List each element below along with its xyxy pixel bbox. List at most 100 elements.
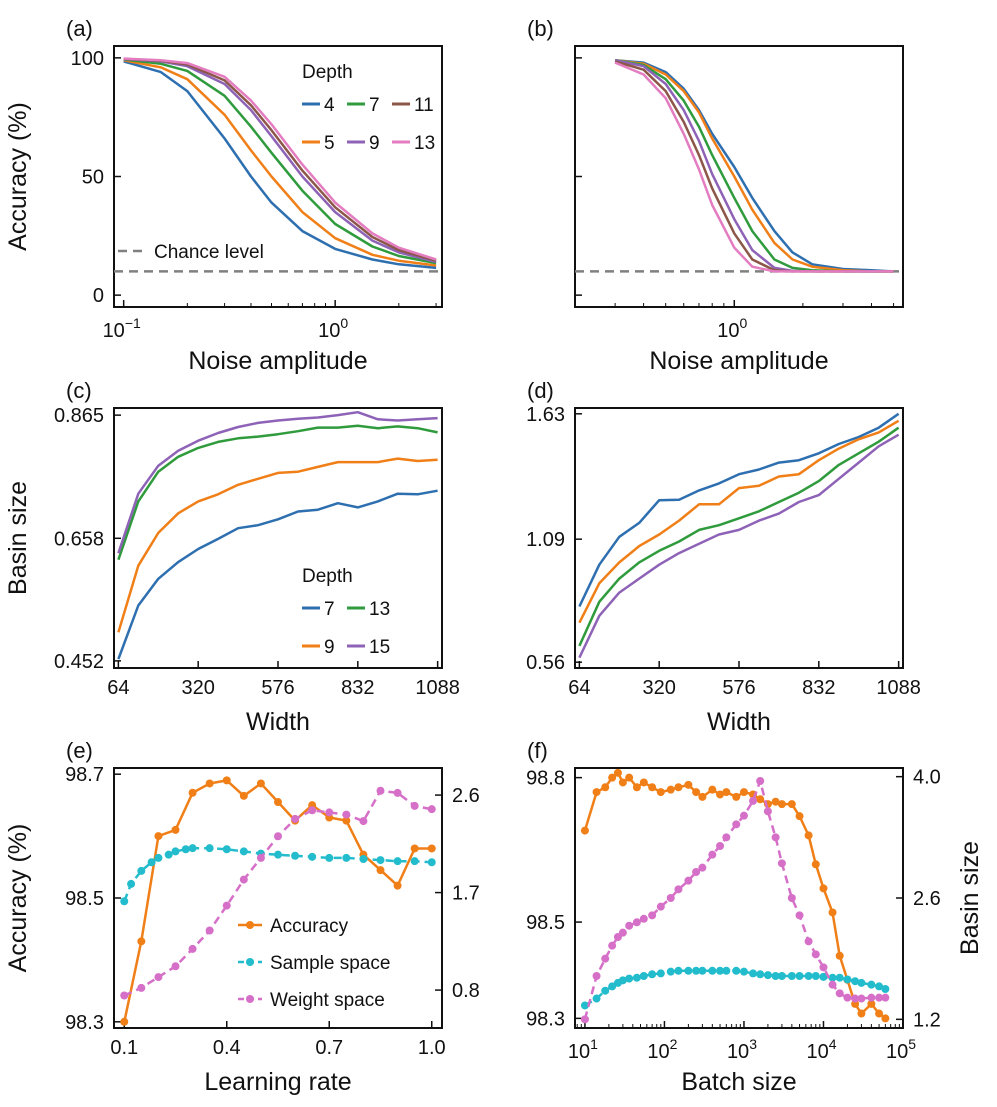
data-point	[625, 974, 634, 983]
data-point	[722, 966, 731, 975]
data-point	[618, 976, 627, 985]
data-point	[835, 973, 844, 982]
data-point	[325, 853, 334, 862]
y-tick-label: 1.09	[526, 529, 565, 551]
plot-frame	[113, 407, 443, 669]
legend-label: Accuracy	[270, 916, 349, 937]
x-tick-label: 576	[261, 677, 294, 699]
data-point	[256, 779, 265, 788]
x-axis-label: Noise amplitude	[649, 347, 828, 375]
y-axis-label: Accuracy (%)	[4, 824, 32, 973]
data-point	[601, 986, 610, 995]
data-point	[756, 777, 765, 785]
data-point	[756, 970, 765, 979]
panel-label: (c)	[66, 378, 92, 403]
legend-label: 9	[324, 637, 335, 658]
data-point	[828, 908, 837, 917]
data-point	[625, 921, 634, 930]
legend: Depth 7 9 13 15	[302, 566, 390, 658]
data-point	[205, 779, 214, 788]
data-point	[376, 866, 385, 875]
x-tick-label: 0.1	[110, 1037, 138, 1059]
data-point	[857, 978, 866, 987]
x-tick-label: 0.4	[213, 1037, 241, 1059]
data-point	[137, 983, 146, 992]
data-point	[625, 773, 634, 782]
data-point	[763, 807, 772, 816]
series-line-15	[578, 433, 900, 659]
data-point	[325, 808, 334, 817]
data-point	[692, 788, 701, 797]
x-tick-label: 832	[341, 677, 374, 699]
panel-a: (a) 10−1 100 0 50 100 Noise amplitude Accuracy …	[4, 16, 443, 375]
data-point	[867, 999, 876, 1008]
data-point	[632, 973, 641, 982]
data-point	[722, 788, 731, 797]
y-tick-label: 0	[93, 285, 104, 307]
data-point	[188, 944, 197, 953]
y2-axis-label: Basin size	[956, 841, 984, 955]
data-point	[147, 858, 156, 867]
data-point	[618, 778, 627, 787]
data-point	[592, 788, 601, 797]
x-axis-label: Width	[707, 708, 771, 736]
data-point	[171, 847, 180, 856]
x-tick-label: 320	[642, 677, 675, 699]
data-point	[692, 868, 701, 876]
data-point	[342, 853, 351, 862]
panel-label: (d)	[527, 378, 554, 403]
series-line-4	[123, 60, 437, 270]
series-line-9	[578, 419, 900, 624]
data-point	[592, 994, 601, 1003]
plot-frame	[113, 767, 443, 1029]
data-point	[674, 966, 683, 975]
y2-tick-label: 2.6	[452, 785, 480, 807]
data-point	[205, 926, 214, 935]
data-point	[732, 792, 741, 801]
data-point	[274, 832, 282, 841]
data-point	[171, 825, 180, 834]
data-point	[666, 967, 675, 976]
legend-label: 9	[369, 133, 380, 154]
data-point	[239, 875, 248, 884]
data-point	[222, 901, 231, 910]
legend-label: 13	[414, 133, 435, 154]
series-line-15	[117, 410, 438, 554]
data-point	[154, 973, 163, 982]
legend-label: 7	[369, 95, 380, 116]
data-point	[732, 966, 741, 975]
y-tick-label: 98.7	[65, 764, 104, 786]
y-tick-label: 0.658	[54, 528, 104, 550]
legend-label: Weight space	[270, 990, 385, 1011]
series-line-11	[614, 60, 894, 273]
data-point	[749, 796, 758, 805]
data-point	[881, 993, 890, 1002]
data-point	[639, 914, 648, 923]
data-point	[722, 833, 731, 842]
data-point	[777, 972, 786, 980]
series-line-4	[614, 58, 894, 273]
data-point	[674, 885, 683, 894]
x-tick-label: 103	[727, 1036, 757, 1063]
panel-label: (e)	[66, 738, 93, 763]
data-point	[828, 980, 837, 989]
data-point	[639, 778, 648, 787]
data-point	[698, 792, 707, 801]
data-point	[127, 879, 136, 888]
data-point	[613, 768, 622, 777]
data-point	[881, 1014, 890, 1023]
data-point	[359, 855, 368, 863]
data-point	[632, 783, 641, 792]
data-point	[804, 937, 813, 946]
data-point	[756, 795, 765, 804]
series-line-13	[578, 426, 900, 647]
series-line-13	[123, 57, 437, 261]
data-point	[811, 950, 820, 959]
data-point	[787, 800, 796, 809]
series-line-7	[123, 58, 437, 265]
data-point	[393, 857, 402, 866]
y2-tick-label: 4.0	[913, 767, 941, 789]
series-line-7	[614, 58, 894, 273]
plot-frame	[574, 407, 904, 669]
data-point	[239, 847, 248, 856]
